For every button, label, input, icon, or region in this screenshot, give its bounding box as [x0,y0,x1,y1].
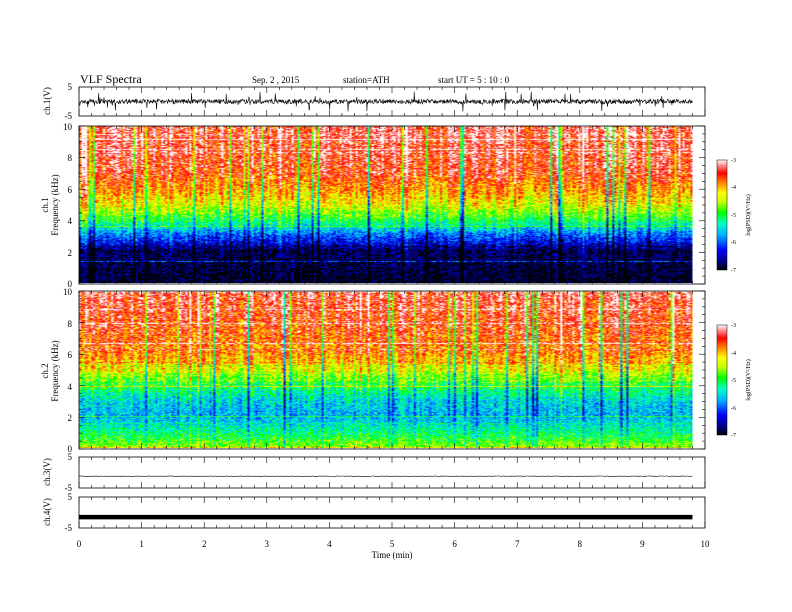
x-tick-label-10: 10 [701,539,711,549]
x-tick-label-1: 1 [139,539,144,549]
x-tick-label-0: 0 [77,539,82,549]
ch1-ytick-top: 5 [68,82,73,92]
ch1-ytick-bottom: -5 [65,111,73,121]
ch2-ytick-6: 6 [68,350,73,360]
x-tick-label-9: 9 [640,539,645,549]
ch3-ytick-top: 5 [68,452,73,462]
ch1-ytick-10: 10 [63,122,73,132]
ch1-colorbar-tick: -7 [731,268,736,274]
ch1-spectrogram-image [79,126,693,283]
ch4-waveform-ticks [78,497,706,528]
ch1-colorbar: -3 -4 -5 -6 -7 log(PSD)(V²/Hz) [716,158,752,274]
ch2-colorbar-tick: -7 [731,433,736,439]
ch4-ytick-top: 5 [68,492,73,502]
ch1-ytick-4: 4 [68,216,73,226]
x-tick-label-4: 4 [327,539,332,549]
x-tick-label-6: 6 [452,539,457,549]
date-label: Sep. 2 , 2015 [252,75,300,85]
ch2-ytick-0: 0 [68,444,73,454]
ch2-ytick-4: 4 [68,382,73,392]
ch3-waveform-panel: 5 -5 ch.3(V) [42,452,706,493]
ch1-ytick-0: 0 [68,279,73,289]
ch1-spectrogram-ylabel: Frequency (kHz) [50,174,60,235]
figure-title: VLF Spectra [80,72,142,86]
ch2-ytick-2: 2 [68,413,73,423]
x-tick-label-7: 7 [515,539,520,549]
ch2-ytick-8: 8 [68,319,73,329]
ch2-colorbar-scale [716,324,728,436]
station-label: station=ATH [343,75,390,85]
ch4-waveform-panel: 5 -5 ch.4(V) [42,492,706,533]
x-tick-label-5: 5 [390,539,395,549]
ch3-waveform-ylabel: ch.3(V) [42,458,52,486]
x-tick-label-3: 3 [265,539,270,549]
ch1-spectrogram-ticks [78,125,706,285]
ch1-spectrogram-channel-label: ch.1 [40,197,50,212]
ch1-waveform-ticks [78,87,706,116]
ch1-colorbar-tick: -3 [731,158,736,164]
ch1-colorbar-tick: -5 [731,213,736,219]
ch1-ytick-8: 8 [68,153,73,163]
ch1-colorbar-scale [716,159,728,271]
x-tick-label-8: 8 [578,539,583,549]
ch2-colorbar-tick: -3 [731,323,736,329]
x-axis-tick-labels: 0 1 2 3 4 5 6 7 8 9 10 [77,539,710,549]
ch2-spectrogram-ticks [78,290,706,450]
ch3-ytick-bottom: -5 [65,483,73,493]
ch1-waveform-trace [78,91,693,112]
ch2-colorbar-tick: -6 [731,406,736,412]
ch2-colorbar: -3 -4 -5 -6 -7 log(PSD)(V²/Hz) [716,323,752,439]
ch3-waveform-ticks [78,457,706,488]
ch1-waveform-ylabel: ch.1(V) [42,87,52,115]
ch1-colorbar-tick: -4 [731,185,736,191]
ch1-colorbar-tick: -6 [731,240,736,246]
ch1-ytick-6: 6 [68,185,73,195]
ch2-colorbar-tick: -4 [731,351,736,357]
x-axis-label: Time (min) [372,550,413,560]
ch3-waveform-trace [78,475,693,477]
ch1-colorbar-label: log(PSD)(V²/Hz) [745,194,752,235]
ch2-spectrogram-image [79,291,693,448]
ch2-spectrogram-ylabel: Frequency (kHz) [50,340,60,401]
ch2-colorbar-tick: -5 [731,378,736,384]
ch1-waveform-panel: 5 -5 ch.1(V) [42,82,706,121]
ch1-spectrogram-panel: 10 8 6 4 2 0 ch.1 Frequency (kHz) [40,122,706,289]
ch1-ytick-2: 2 [68,248,73,258]
start-time-label: start UT = 5 : 10 : 0 [438,75,510,85]
ch4-waveform-ylabel: ch.4(V) [42,498,52,526]
ch2-ytick-10: 10 [63,287,73,297]
x-tick-label-2: 2 [202,539,207,549]
ch2-spectrogram-panel: 10 8 6 4 2 0 ch.2 Frequency (kHz) [40,287,706,454]
ch2-spectrogram-channel-label: ch.2 [40,363,50,378]
ch2-colorbar-label: log(PSD)(V²/Hz) [745,359,752,400]
ch4-ytick-bottom: -5 [65,523,73,533]
